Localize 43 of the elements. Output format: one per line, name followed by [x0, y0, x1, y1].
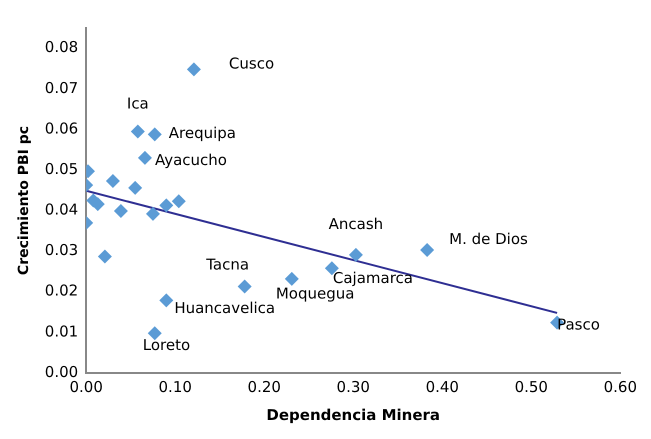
annotation: Ayacucho [154, 150, 227, 169]
y-tick-label: 0.04 [44, 200, 78, 219]
x-tick-label: 0.20 [248, 378, 281, 396]
y-tick-label: 0.03 [44, 241, 78, 260]
x-tick-label: 0.50 [514, 378, 548, 396]
x-tick-label: 0.40 [426, 378, 459, 396]
annotation: Ica [126, 94, 149, 112]
point [238, 280, 252, 294]
y-tick-label: 0.01 [44, 322, 78, 340]
annotation: Huancavelica [174, 299, 276, 318]
point [148, 127, 162, 142]
y-tick-label: 0.07 [44, 78, 78, 97]
point [348, 248, 363, 262]
y-tick-label: 0.05 [44, 160, 78, 178]
annotation: Arequipa [168, 124, 236, 142]
annotation: Cusco [228, 54, 274, 72]
annotation: Tacna [205, 255, 250, 274]
point [172, 194, 186, 208]
point [420, 243, 434, 258]
point [186, 62, 201, 76]
annotation: Cajamarca [332, 269, 413, 288]
point [106, 174, 120, 188]
point [138, 150, 152, 165]
point [128, 180, 142, 195]
x-tick-label: 0.30 [336, 378, 370, 396]
y-tick-label: 0.08 [44, 38, 78, 56]
annotation: Pasco [557, 316, 600, 334]
point [98, 250, 112, 264]
point [130, 124, 145, 138]
x-tick-label: 0.60 [604, 378, 638, 396]
y-axis-title: Crecimiento PBI pc [16, 126, 32, 276]
point [284, 272, 299, 286]
point [159, 293, 174, 308]
annotation: M. de Dios [449, 230, 528, 248]
annotation: Ancash [328, 214, 384, 233]
x-tick-label: 0.10 [158, 378, 192, 396]
x-axis-title: Dependencia Minera [266, 406, 440, 424]
point [159, 198, 174, 212]
point [114, 204, 128, 218]
y-tick-label: 0.02 [44, 282, 78, 300]
point [146, 206, 160, 221]
y-tick-label: 0.06 [44, 119, 78, 138]
annotation: Loreto [142, 336, 190, 354]
